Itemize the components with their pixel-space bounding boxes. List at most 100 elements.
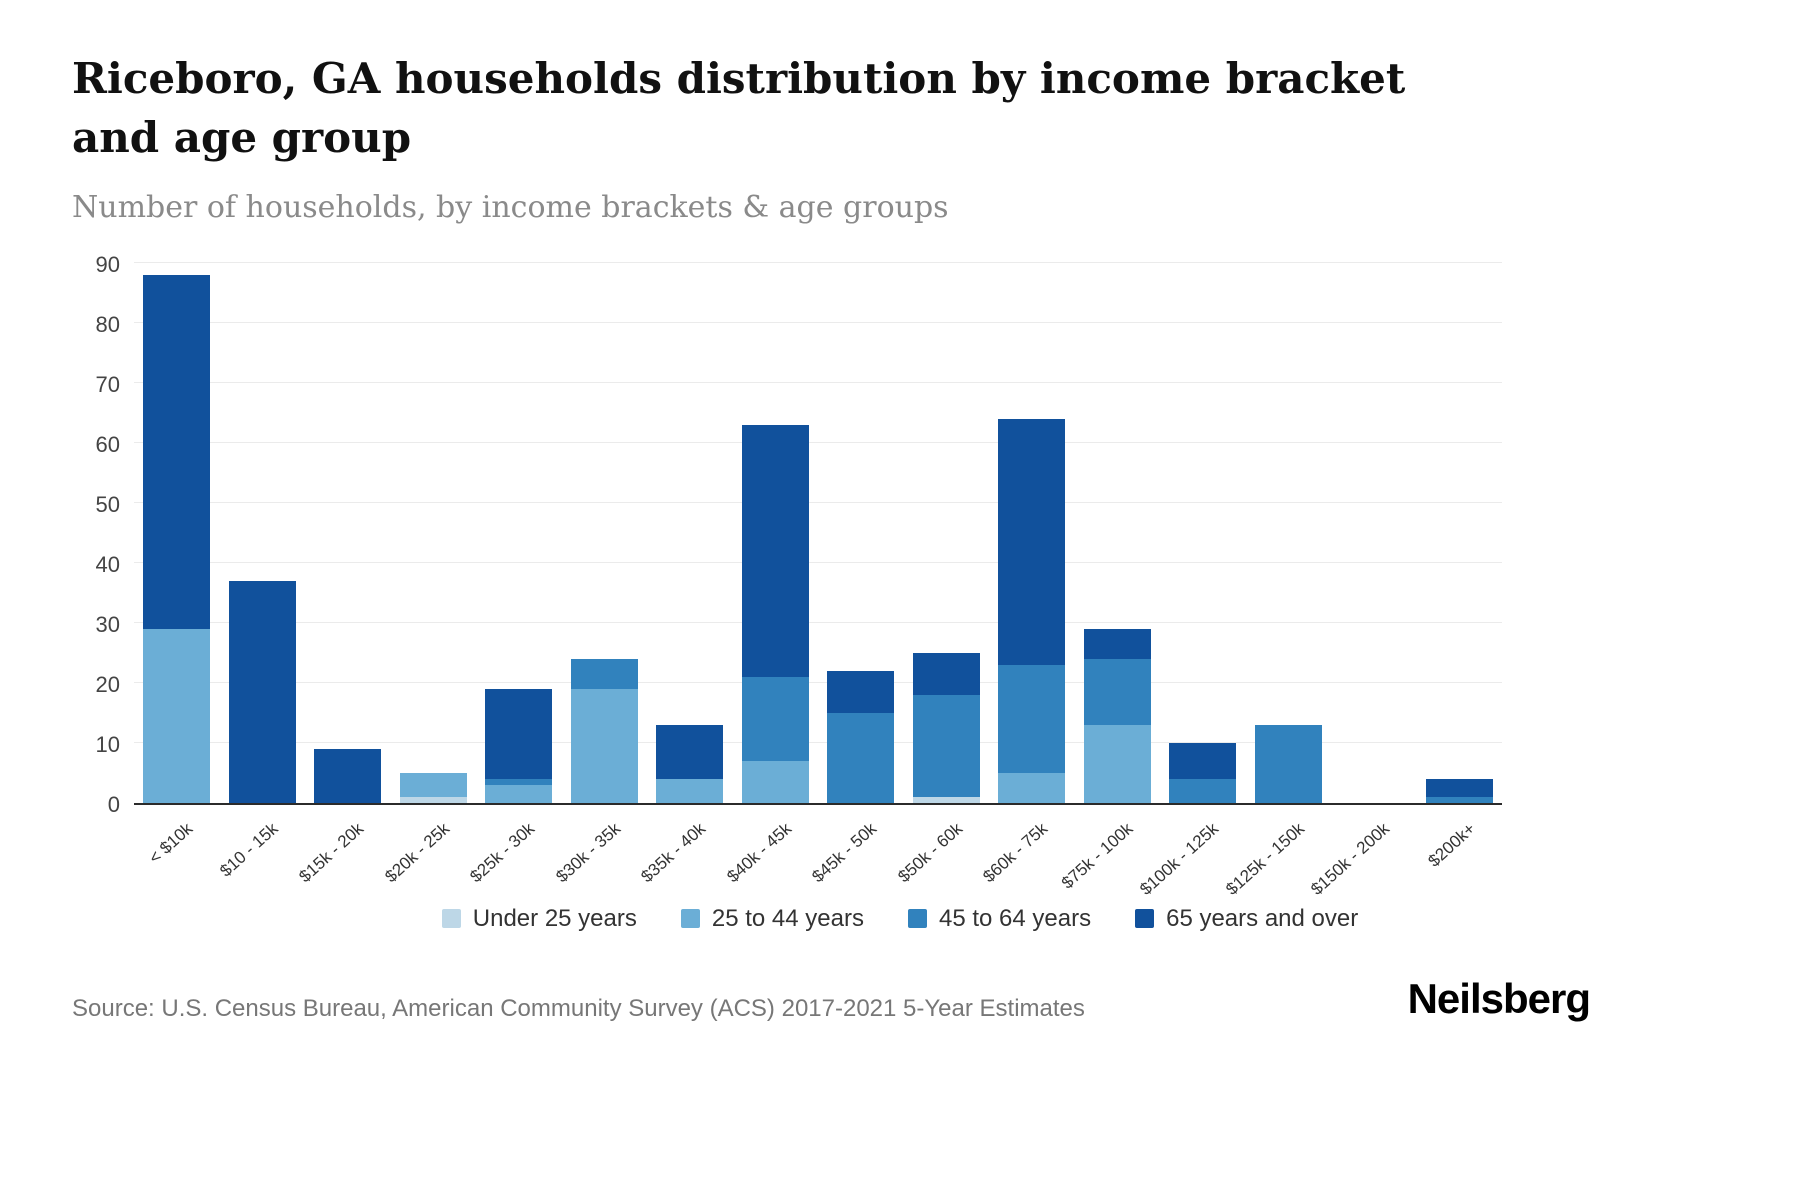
y-axis-tick-label: 70 [95, 371, 120, 397]
bar-slot [476, 265, 562, 803]
bar-segment[interactable] [656, 778, 724, 803]
bar-segment[interactable] [741, 760, 809, 803]
bar-segment[interactable] [1083, 724, 1151, 803]
bar-segment[interactable] [998, 418, 1066, 665]
bar-slot [134, 265, 220, 803]
bar-slot [904, 265, 990, 803]
bar-segment[interactable] [485, 784, 553, 803]
bar-slot [1417, 265, 1503, 803]
legend-swatch [907, 909, 927, 929]
legend-label: Under 25 years [472, 904, 637, 932]
bar-segment[interactable] [399, 796, 467, 803]
stacked-bar[interactable] [314, 748, 382, 803]
gridline [134, 561, 1502, 563]
y-axis-tick-label: 90 [95, 251, 120, 277]
x-axis-tick-label: $10 - 15k [216, 818, 282, 881]
gridline [134, 501, 1502, 503]
brand-logo: Neilsberg [1407, 974, 1591, 1022]
stacked-bar[interactable] [1083, 628, 1151, 803]
stacked-bar[interactable] [399, 772, 467, 803]
bar-segment[interactable] [998, 664, 1066, 773]
x-axis-slot: $30k - 35k [552, 805, 648, 897]
legend-item: 65 years and over [1135, 905, 1358, 933]
legend-label: 65 years and over [1166, 904, 1359, 932]
y-axis-tick-label: 10 [95, 731, 120, 757]
bar-segment[interactable] [741, 676, 809, 761]
x-axis-tick-label: $25k - 30k [466, 818, 539, 886]
bar-segment[interactable] [1254, 724, 1322, 803]
bar-slot [305, 265, 391, 803]
x-axis-slot: $50k - 60k [894, 805, 990, 897]
x-axis-tick-label: $30k - 35k [552, 818, 624, 886]
bar-segment[interactable] [143, 628, 211, 803]
bar-slot [220, 265, 306, 803]
y-axis-tick-label: 20 [95, 671, 120, 697]
bar-segment[interactable] [143, 274, 211, 629]
bar-segment[interactable] [399, 772, 467, 797]
bar-segment[interactable] [228, 580, 296, 803]
legend-item: 45 to 64 years [907, 904, 1092, 933]
bar-segment[interactable] [1083, 658, 1151, 725]
x-axis-tick-label: $200k+ [1424, 818, 1479, 871]
stacked-bar[interactable] [741, 424, 809, 803]
bar-segment[interactable] [1169, 742, 1237, 779]
bar-segment[interactable] [1083, 628, 1151, 659]
footer: Source: U.S. Census Bureau, American Com… [72, 975, 1728, 1023]
bar-segment[interactable] [1425, 796, 1493, 803]
y-axis-tick-label: 60 [95, 431, 120, 457]
stacked-bar[interactable] [656, 724, 724, 803]
stacked-bar[interactable] [1425, 778, 1493, 803]
bars-container [134, 265, 1502, 803]
bar-segment[interactable] [827, 712, 895, 803]
bar-slot [1160, 265, 1246, 803]
bar-segment[interactable] [570, 688, 638, 803]
source-attribution: Source: U.S. Census Bureau, American Com… [72, 994, 1085, 1022]
bar-segment[interactable] [314, 748, 382, 803]
plot-row: 0 10 20 30 40 50 60 70 80 90 [72, 252, 1728, 817]
x-axis-slot: $15k - 20k [296, 805, 391, 897]
stacked-bar[interactable] [228, 580, 296, 803]
bar-slot [989, 265, 1075, 803]
stacked-bar[interactable] [1254, 724, 1322, 803]
x-axis-tick-label: $60k - 75k [979, 818, 1052, 886]
stacked-bar[interactable] [485, 688, 553, 803]
legend-label: 45 to 64 years [938, 904, 1092, 932]
y-axis-tick-label: 0 [107, 791, 120, 817]
gridline [134, 681, 1502, 683]
x-axis-slot: $25k - 30k [467, 805, 562, 897]
x-axis-tick-label: $15k - 20k [295, 818, 368, 886]
bar-slot [733, 265, 819, 803]
bar-segment[interactable] [570, 658, 638, 689]
x-axis-tick-label: $45k - 50k [808, 818, 881, 886]
legend-item: Under 25 years [441, 904, 637, 933]
bar-segment[interactable] [912, 652, 980, 695]
gridline [134, 621, 1502, 623]
bar-segment[interactable] [485, 688, 553, 779]
bar-segment[interactable] [656, 724, 724, 779]
gridline [134, 741, 1502, 743]
bar-segment[interactable] [741, 424, 809, 677]
x-axis-tick-label: $40k - 45k [723, 818, 795, 886]
x-axis-slot: < $10k [134, 805, 220, 897]
bar-segment[interactable] [1425, 778, 1493, 797]
x-axis-tick-label: $50k - 60k [894, 818, 966, 886]
legend-swatch [680, 909, 700, 929]
gridline [134, 441, 1502, 443]
x-axis-slot: $150k - 200k [1308, 805, 1417, 899]
x-axis-slot: $40k - 45k [723, 805, 819, 897]
y-axis-tick-label: 30 [95, 611, 120, 637]
stacked-bar[interactable] [1169, 742, 1237, 803]
x-axis: < $10k $10 - 15k $15k - 20k $20k - 25k $25k … [134, 805, 1502, 899]
stacked-bar[interactable] [912, 652, 980, 803]
stacked-bar[interactable] [998, 418, 1066, 803]
stacked-bar[interactable] [143, 274, 211, 803]
bar-segment[interactable] [1169, 778, 1237, 803]
bar-segment[interactable] [485, 778, 553, 785]
bar-segment[interactable] [998, 772, 1066, 803]
bar-segment[interactable] [827, 670, 895, 713]
bar-segment[interactable] [912, 694, 980, 797]
stacked-bar[interactable] [570, 658, 638, 803]
stacked-bar[interactable] [827, 670, 895, 803]
bar-segment[interactable] [912, 796, 980, 803]
